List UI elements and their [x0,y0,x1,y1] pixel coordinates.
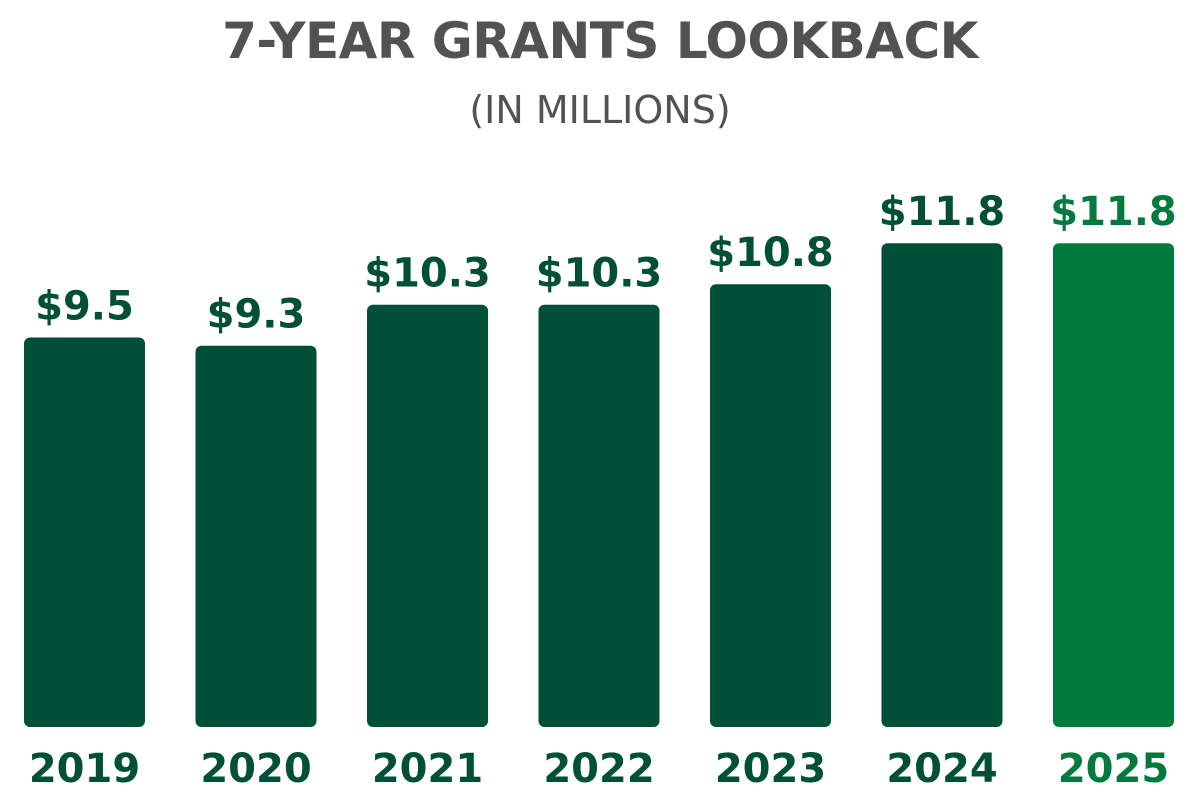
data-label-2019: $9.5 [35,284,134,330]
chart-title: 7-YEAR GRANTS LOOKBACK [222,12,978,70]
data-label-2025: $11.8 [1050,189,1177,235]
x-tick-label-2021: 2021 [372,746,483,792]
data-label-2022: $10.3 [536,251,663,297]
bar-2025 [1053,243,1174,727]
x-tick-label-2024: 2024 [886,746,997,792]
bar-2021 [367,304,488,727]
bars-group [24,243,1174,727]
bar-2019 [24,337,145,727]
x-tick-label-2025: 2025 [1058,746,1169,792]
data-label-2020: $9.3 [207,292,306,338]
bar-2022 [538,304,660,727]
x-tick-label-2020: 2020 [200,746,311,792]
x-tick-label-2023: 2023 [715,746,826,792]
x-axis-tick-labels: 2019 2020 2021 2022 2023 2024 2025 [29,746,1169,792]
bar-2020 [195,345,317,727]
chart-subtitle: (IN MILLIONS) [469,88,731,132]
bar-2024 [881,243,1003,727]
x-tick-label-2022: 2022 [543,746,654,792]
data-label-2021: $10.3 [364,251,491,297]
bar-2023 [710,284,831,727]
data-labels-group: $9.5 $9.3 $10.3 $10.3 $10.8 $11.8 $11.8 [35,189,1177,338]
data-label-2024: $11.8 [879,189,1006,235]
data-label-2023: $10.8 [707,230,834,276]
x-tick-label-2019: 2019 [29,746,140,792]
